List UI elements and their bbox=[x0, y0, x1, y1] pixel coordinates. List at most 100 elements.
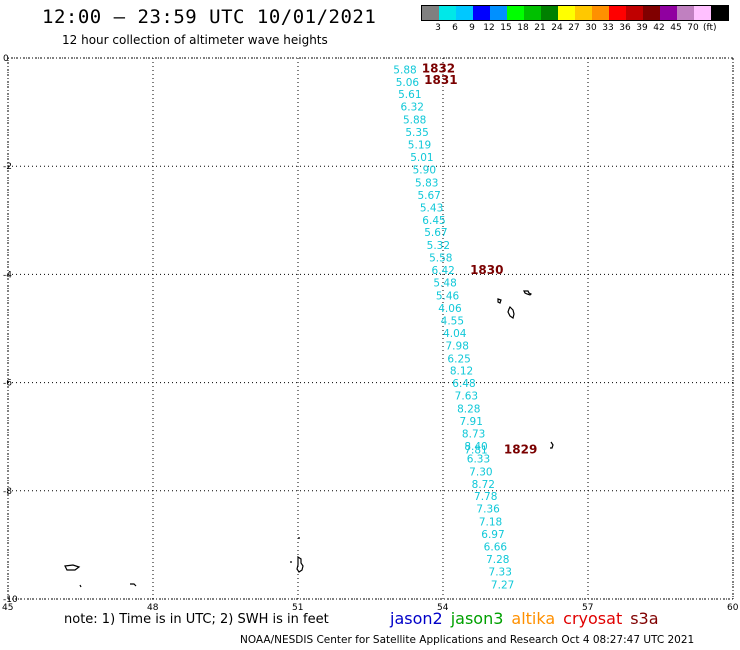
swh-reading: 6.48 bbox=[452, 378, 475, 390]
latitude-tick-label: -6 bbox=[3, 379, 12, 389]
latitude-tick-label: 0 bbox=[3, 54, 9, 64]
swh-reading: 5.46 bbox=[436, 290, 460, 302]
latitude-tick-label: -10 bbox=[3, 595, 18, 605]
swh-reading: 7.78 bbox=[474, 491, 497, 503]
longitude-tick-label: 60 bbox=[727, 603, 739, 610]
legend-tick-label: 39 bbox=[636, 23, 648, 33]
satellite-name-s3a: s3a bbox=[630, 609, 659, 628]
swh-reading: 6.45 bbox=[422, 215, 445, 227]
swh-reading: 6.66 bbox=[484, 542, 508, 554]
swh-reading: 6.32 bbox=[401, 102, 424, 114]
swh-reading: 5.48 bbox=[433, 278, 456, 290]
legend-tick-label: 6 bbox=[452, 23, 458, 33]
swh-reading: 5.90 bbox=[413, 164, 436, 176]
longitude-tick-label: 57 bbox=[582, 603, 593, 610]
satellite-name-jason2: jason2 bbox=[390, 609, 443, 628]
legend-tick-label: 24 bbox=[551, 23, 563, 33]
swh-reading: 5.88 bbox=[403, 115, 426, 127]
swh-reading: 7.18 bbox=[479, 517, 502, 529]
swh-reading: 6.97 bbox=[481, 529, 504, 541]
swh-reading: 5.88 bbox=[393, 64, 416, 76]
legend-swatch bbox=[592, 6, 609, 20]
pass-time-label: 1832 bbox=[422, 61, 455, 75]
pass-time-label: 1830 bbox=[470, 263, 503, 277]
swh-reading: 5.43 bbox=[420, 202, 443, 214]
swh-reading: 5.32 bbox=[427, 240, 450, 252]
legend-swatch bbox=[660, 6, 677, 20]
swh-reading: 8.72 bbox=[472, 479, 495, 491]
swh-reading: 8.40 bbox=[464, 441, 487, 453]
satellite-name-jason3: jason3 bbox=[450, 609, 504, 628]
swh-reading: 8.12 bbox=[450, 366, 473, 378]
swh-reading: 6.33 bbox=[467, 453, 490, 465]
units-note: note: 1) Time is in UTC; 2) SWH is in fe… bbox=[64, 612, 329, 627]
legend-unit-label: (ft) bbox=[703, 23, 717, 33]
legend-swatch bbox=[541, 6, 558, 20]
legend-tick-label: 33 bbox=[602, 23, 614, 33]
legend-swatch bbox=[439, 6, 456, 20]
swh-reading: 7.81 bbox=[464, 445, 487, 457]
legend-swatch bbox=[677, 6, 694, 20]
legend-swatch-bar bbox=[421, 5, 729, 21]
latitude-tick-label: -4 bbox=[3, 270, 12, 280]
swh-reading: 4.06 bbox=[438, 303, 462, 315]
legend-tick-label: 15 bbox=[500, 23, 512, 33]
swh-reading: 7.28 bbox=[486, 554, 509, 566]
legend-swatch bbox=[643, 6, 660, 20]
legend-swatch bbox=[490, 6, 507, 20]
satellite-legend: jason2 jason3 altika cryosat s3a bbox=[390, 609, 667, 628]
legend-tick-label: 42 bbox=[653, 23, 665, 33]
swh-reading: 7.36 bbox=[476, 504, 500, 516]
legend-swatch bbox=[524, 6, 541, 20]
map-frame bbox=[7, 57, 734, 600]
legend-tick-label: 30 bbox=[585, 23, 597, 33]
longitude-tick-label: 51 bbox=[292, 603, 303, 610]
legend-swatch bbox=[626, 6, 643, 20]
swh-reading: 5.19 bbox=[408, 140, 431, 152]
coastline-islands bbox=[64, 290, 554, 588]
swh-reading: 5.01 bbox=[410, 152, 433, 164]
swh-reading: 7.63 bbox=[455, 391, 478, 403]
island-aldabra bbox=[64, 564, 137, 588]
legend-tick-label: 36 bbox=[619, 23, 631, 33]
pass-time-label: 1829 bbox=[504, 443, 537, 457]
swh-reading: 5.58 bbox=[429, 253, 452, 265]
swh-reading: 5.83 bbox=[415, 177, 438, 189]
legend-tick-label: 12 bbox=[483, 23, 495, 33]
swh-reading: 7.27 bbox=[491, 579, 514, 591]
swh-reading: 8.28 bbox=[457, 404, 480, 416]
legend-swatch bbox=[558, 6, 575, 20]
swh-reading: 4.55 bbox=[441, 315, 464, 327]
legend-swatch bbox=[575, 6, 592, 20]
longitude-tick-label: 45 bbox=[2, 603, 13, 610]
legend-swatch bbox=[422, 6, 439, 20]
legend-swatch bbox=[711, 6, 728, 20]
swh-reading: 5.06 bbox=[396, 77, 420, 89]
latitude-tick-label: -8 bbox=[3, 487, 12, 497]
swh-reading: 8.73 bbox=[462, 428, 485, 440]
legend-swatch bbox=[694, 6, 711, 20]
swh-reading: 4.04 bbox=[443, 328, 467, 340]
swh-reading: 7.91 bbox=[460, 416, 483, 428]
swh-reading: 5.61 bbox=[398, 89, 421, 101]
swh-reading: 7.33 bbox=[489, 566, 512, 578]
legend-swatch bbox=[473, 6, 490, 20]
island-mahe bbox=[497, 290, 533, 319]
swh-reading: 6.25 bbox=[447, 353, 470, 365]
longitude-tick-label: 54 bbox=[437, 603, 449, 610]
pass-time-label: 1831 bbox=[424, 73, 457, 87]
satellite-name-cryosat: cryosat bbox=[563, 609, 623, 628]
latitude-tick-label: -2 bbox=[3, 162, 12, 172]
swh-reading: 5.35 bbox=[405, 127, 428, 139]
swh-reading: 7.98 bbox=[446, 340, 469, 352]
island-agalega bbox=[550, 441, 554, 449]
legend-tick-label: 3 bbox=[435, 23, 441, 33]
legend-swatch bbox=[456, 6, 473, 20]
swh-reading: 7.30 bbox=[469, 466, 492, 478]
legend-tick-label: 70 bbox=[687, 23, 699, 33]
wave-height-color-legend: (ft) 3 6 9 12 15 18 21 24 27 30 33 36 39 42 45 70 bbox=[421, 5, 729, 33]
legend-tick-label: 45 bbox=[670, 23, 682, 33]
legend-tick-label: 18 bbox=[517, 23, 529, 33]
longitude-tick-label: 48 bbox=[147, 603, 159, 610]
